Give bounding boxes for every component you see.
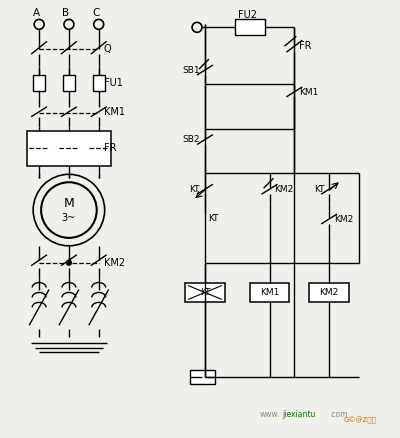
Text: A: A bbox=[32, 8, 40, 18]
Text: KM2: KM2 bbox=[334, 215, 353, 223]
Text: G©@Z生活: G©@Z生活 bbox=[344, 417, 377, 424]
Text: SB2: SB2 bbox=[182, 135, 200, 144]
Text: KT: KT bbox=[200, 288, 210, 297]
Text: KM2: KM2 bbox=[320, 288, 339, 297]
Text: FU2: FU2 bbox=[238, 11, 257, 21]
Text: FR: FR bbox=[299, 41, 312, 51]
Text: KT: KT bbox=[208, 213, 218, 223]
Text: .com: .com bbox=[329, 410, 348, 419]
Text: jiexiantu: jiexiantu bbox=[282, 410, 316, 419]
Text: KT: KT bbox=[314, 185, 324, 194]
Text: FU1: FU1 bbox=[104, 78, 122, 88]
Bar bbox=[93, 75, 105, 91]
Text: KM1: KM1 bbox=[104, 107, 125, 117]
Text: 3~: 3~ bbox=[62, 213, 76, 223]
Text: KM1: KM1 bbox=[299, 88, 319, 97]
Bar bbox=[27, 131, 111, 166]
Text: FR: FR bbox=[104, 144, 116, 153]
Text: KM2: KM2 bbox=[104, 258, 125, 268]
Bar bbox=[190, 370, 215, 384]
Text: SB1: SB1 bbox=[182, 66, 200, 74]
Text: Q: Q bbox=[104, 44, 111, 54]
Text: KM2: KM2 bbox=[274, 185, 294, 194]
Text: www.: www. bbox=[260, 410, 280, 419]
Bar bbox=[33, 75, 45, 91]
Text: KT: KT bbox=[190, 185, 200, 194]
Circle shape bbox=[66, 260, 71, 265]
Text: B: B bbox=[62, 8, 70, 18]
Bar bbox=[309, 283, 349, 302]
Bar bbox=[235, 19, 264, 35]
Bar bbox=[185, 283, 225, 302]
Text: M: M bbox=[64, 197, 74, 210]
Bar bbox=[250, 283, 289, 302]
Text: C: C bbox=[92, 8, 100, 18]
Text: KM1: KM1 bbox=[260, 288, 279, 297]
Bar bbox=[63, 75, 75, 91]
